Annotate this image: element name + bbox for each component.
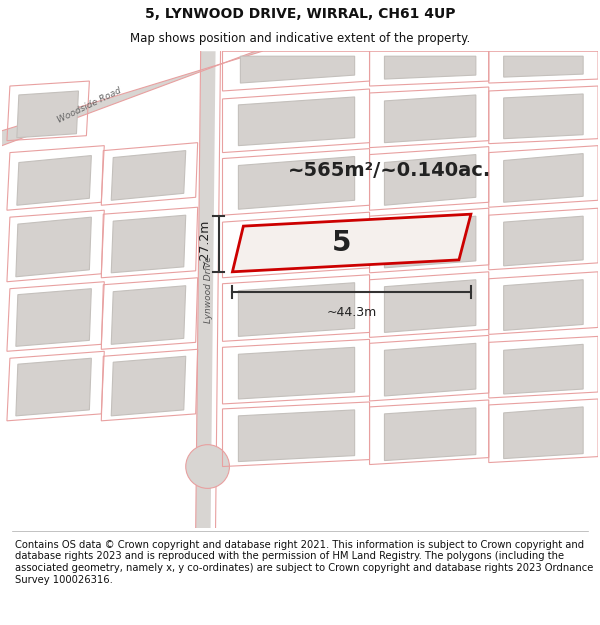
Polygon shape [503, 280, 583, 331]
Polygon shape [111, 215, 186, 272]
Text: Contains OS data © Crown copyright and database right 2021. This information is : Contains OS data © Crown copyright and d… [15, 540, 593, 584]
Polygon shape [503, 407, 583, 459]
Polygon shape [241, 56, 355, 83]
Polygon shape [385, 154, 476, 205]
Polygon shape [238, 410, 355, 461]
Polygon shape [385, 56, 476, 79]
Polygon shape [16, 217, 91, 277]
Text: Lynwood Drive: Lynwood Drive [204, 256, 213, 323]
Polygon shape [17, 91, 79, 138]
Polygon shape [385, 216, 476, 268]
Polygon shape [111, 356, 186, 416]
Text: ~27.2m: ~27.2m [197, 219, 211, 269]
Text: 5, LYNWOOD DRIVE, WIRRAL, CH61 4UP: 5, LYNWOOD DRIVE, WIRRAL, CH61 4UP [145, 8, 455, 21]
Polygon shape [2, 51, 262, 146]
Polygon shape [503, 216, 583, 266]
Polygon shape [238, 282, 355, 336]
Text: ~565m²/~0.140ac.: ~565m²/~0.140ac. [288, 161, 491, 180]
Polygon shape [17, 156, 91, 205]
Polygon shape [238, 97, 355, 146]
Polygon shape [385, 280, 476, 332]
Polygon shape [503, 154, 583, 202]
Polygon shape [385, 95, 476, 142]
Polygon shape [238, 156, 355, 209]
Polygon shape [196, 51, 215, 528]
Circle shape [186, 444, 229, 488]
Polygon shape [503, 56, 583, 77]
Polygon shape [16, 289, 91, 346]
Polygon shape [111, 286, 186, 344]
Polygon shape [385, 343, 476, 396]
Polygon shape [385, 408, 476, 461]
Polygon shape [232, 214, 471, 272]
Text: Map shows position and indicative extent of the property.: Map shows position and indicative extent… [130, 32, 470, 45]
Text: 5: 5 [332, 229, 351, 257]
Polygon shape [503, 344, 583, 394]
Text: Woodside Road: Woodside Road [56, 86, 123, 125]
Polygon shape [238, 348, 355, 399]
Polygon shape [111, 151, 186, 200]
Polygon shape [16, 358, 91, 416]
Polygon shape [503, 94, 583, 139]
Text: ~44.3m: ~44.3m [326, 306, 377, 319]
